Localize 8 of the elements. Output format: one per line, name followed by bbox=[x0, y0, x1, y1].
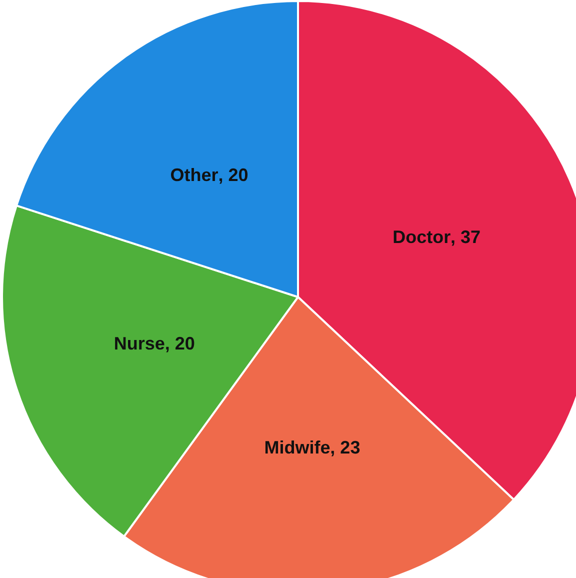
data-label: , 37 bbox=[450, 227, 481, 248]
slice-label: Nurse bbox=[114, 334, 165, 354]
slice-label: Other bbox=[170, 164, 218, 185]
data-label: , 23 bbox=[330, 437, 360, 458]
slice-label: Doctor bbox=[392, 227, 451, 248]
data-label: , 20 bbox=[164, 334, 195, 354]
data-label: , 20 bbox=[218, 164, 248, 185]
slice-label: Midwife bbox=[264, 437, 330, 458]
